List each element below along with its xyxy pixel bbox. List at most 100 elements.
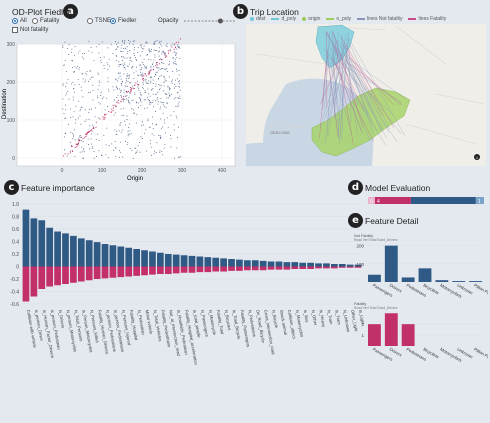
radio-fiedler-dot[interactable]	[110, 18, 116, 24]
od-point	[62, 98, 64, 100]
od-point	[123, 100, 125, 102]
od-point	[134, 92, 136, 94]
od-point	[139, 69, 141, 71]
od-point	[169, 89, 171, 91]
fi-bar-negative	[46, 266, 54, 287]
legend-dpoly: d_poly	[271, 16, 296, 22]
od-point	[175, 63, 177, 65]
od-point	[107, 157, 109, 159]
od-plot[interactable]: Destination Origin 0 100 200 300 400 0 100 200 3…	[0, 34, 245, 184]
od-point	[148, 49, 150, 51]
trip-map[interactable]: GEELONG i	[246, 24, 486, 166]
od-point	[137, 80, 139, 82]
od-point	[129, 43, 130, 45]
od-point	[133, 78, 135, 79]
line-not-fatality	[324, 48, 387, 146]
od-point	[156, 123, 157, 125]
od-point	[82, 73, 84, 75]
od-point	[89, 70, 91, 72]
not-fatality-box[interactable]	[12, 27, 18, 33]
od-point	[118, 61, 120, 63]
od-point-fatal	[77, 139, 79, 141]
od-point	[77, 52, 79, 54]
od-point	[120, 83, 122, 85]
od-point	[114, 140, 116, 142]
od-point-fatal	[158, 63, 160, 65]
od-point	[135, 57, 137, 59]
line-not-fatality	[340, 32, 349, 121]
od-point	[120, 64, 121, 66]
radio-all-label: All	[20, 18, 27, 24]
od-point	[127, 85, 129, 87]
radio-all[interactable]: All	[12, 18, 27, 24]
od-point	[129, 50, 131, 52]
od-point	[113, 114, 115, 116]
line-not-fatality	[324, 33, 331, 109]
fi-bar-negative	[307, 266, 314, 269]
od-point	[162, 112, 164, 114]
line-not-fatality	[340, 41, 390, 133]
od-point	[150, 82, 152, 84]
fd-ytick: 100	[356, 262, 364, 267]
od-point-fatal	[129, 92, 131, 94]
fi-category-label: Fatality_Pedestrians	[160, 309, 172, 347]
od-point	[108, 65, 110, 67]
radio-tsne-dot[interactable]	[87, 18, 93, 24]
od-point	[143, 99, 145, 101]
radio-fiedler[interactable]: Fiedler	[110, 18, 136, 24]
od-point	[176, 92, 178, 94]
od-point	[106, 127, 108, 129]
od-point	[140, 73, 142, 75]
od-point	[72, 60, 73, 62]
od-point	[139, 64, 141, 66]
legend-lines-f-swatch	[408, 18, 417, 20]
od-point	[131, 100, 133, 102]
od-point	[175, 97, 177, 99]
od-point	[158, 67, 160, 69]
od-point	[67, 91, 69, 92]
not-fatality-checkbox[interactable]: Not fatality	[12, 27, 48, 33]
od-point	[142, 81, 144, 83]
radio-all-dot[interactable]	[12, 18, 18, 24]
od-point	[142, 74, 144, 76]
panel-d-badge: d	[348, 180, 363, 195]
od-point	[122, 40, 123, 42]
line-not-fatality	[334, 45, 372, 98]
od-point	[173, 124, 175, 126]
od-point	[126, 94, 128, 96]
legend-lines-nf: lines Not fatality	[357, 16, 402, 22]
od-point-fatal	[125, 95, 127, 97]
fi-bar-positive	[204, 257, 212, 267]
od-point	[140, 64, 142, 66]
fi-bar-positive	[299, 262, 307, 267]
opacity-slider[interactable]	[182, 16, 240, 26]
od-point-fatal	[108, 111, 110, 113]
od-point	[177, 103, 179, 105]
od-point	[91, 133, 93, 135]
od-point	[170, 138, 172, 140]
od-point	[80, 123, 82, 125]
od-point	[150, 51, 152, 52]
od-point	[128, 78, 130, 79]
od-point-fatal	[167, 50, 169, 52]
od-point	[164, 51, 166, 53]
od-point	[127, 65, 129, 67]
radio-fatality[interactable]: Fatality	[32, 18, 59, 24]
radio-fatality-dot[interactable]	[32, 18, 38, 24]
od-point	[159, 75, 161, 77]
od-point	[146, 42, 148, 44]
fi-bar-positive	[251, 260, 259, 267]
od-point	[115, 134, 117, 135]
od-point	[165, 107, 167, 109]
radio-tsne[interactable]: TSNE	[87, 18, 111, 24]
od-point	[140, 68, 142, 70]
od-point	[158, 50, 160, 52]
od-point	[93, 126, 95, 128]
od-point	[176, 70, 178, 72]
od-point-fatal	[150, 69, 152, 71]
od-point	[79, 50, 81, 52]
od-point	[120, 47, 122, 49]
od-point	[92, 99, 94, 101]
od-point	[88, 80, 89, 82]
